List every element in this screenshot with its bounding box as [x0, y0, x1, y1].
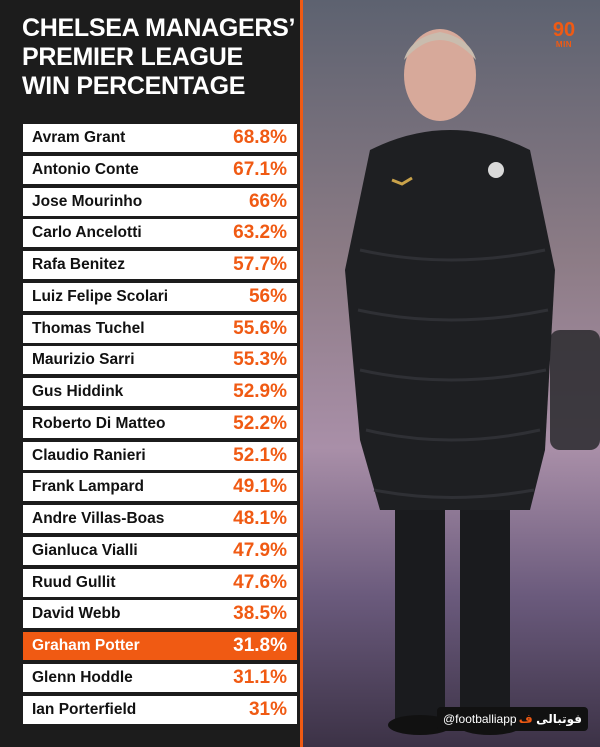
- manager-row: Graham Potter 31.8%: [23, 632, 297, 661]
- manager-name: Maurizio Sarri: [32, 351, 135, 369]
- manager-row: Gus Hiddink 52.9%: [23, 378, 297, 407]
- title-line-1: CHELSEA MANAGERS’: [22, 14, 296, 42]
- manager-name: Carlo Ancelotti: [32, 224, 142, 242]
- win-percentage: 52.1%: [233, 444, 287, 466]
- manager-photo: [300, 0, 600, 747]
- win-percentage: 63.2%: [233, 222, 287, 244]
- manager-name: Graham Potter: [32, 637, 140, 655]
- win-percentage: 52.9%: [233, 381, 287, 403]
- manager-row: Andre Villas-Boas 48.1%: [23, 505, 297, 534]
- manager-name: Luiz Felipe Scolari: [32, 287, 169, 305]
- manager-name: Gianluca Vialli: [32, 541, 138, 559]
- 90min-logo: 90 MIN: [549, 20, 579, 49]
- manager-row: Jose Mourinho 66%: [23, 187, 297, 216]
- manager-row: Rafa Benitez 57.7%: [23, 251, 297, 280]
- win-percentage: 47.6%: [233, 571, 287, 593]
- manager-row: Frank Lampard 49.1%: [23, 473, 297, 502]
- manager-name: Roberto Di Matteo: [32, 414, 166, 432]
- manager-row: Glenn Hoddle 31.1%: [23, 664, 297, 693]
- manager-row: Luiz Felipe Scolari 56%: [23, 282, 297, 311]
- logo-number: 90: [552, 19, 576, 41]
- manager-row: Gianluca Vialli 47.9%: [23, 536, 297, 565]
- manager-row: Maurizio Sarri 55.3%: [23, 346, 297, 375]
- win-percentage: 31.1%: [233, 667, 287, 689]
- manager-row: Claudio Ranieri 52.1%: [23, 441, 297, 470]
- manager-name: Claudio Ranieri: [32, 446, 146, 464]
- win-percentage: 56%: [248, 285, 287, 307]
- manager-name: Antonio Conte: [32, 160, 139, 178]
- page-title: CHELSEA MANAGERS’ PREMIER LEAGUE WIN PER…: [22, 14, 302, 101]
- win-percentage: 66%: [248, 190, 287, 212]
- manager-name: Jose Mourinho: [32, 192, 143, 210]
- manager-name: David Webb: [32, 605, 121, 623]
- watermark-handle: @footballiapp: [443, 712, 517, 726]
- watermark-brand: فوتبالی ف: [519, 712, 582, 726]
- title-line-2: PREMIER LEAGUE: [22, 43, 243, 71]
- manager-list: Avram Grant 68.8% Antonio Conte 67.1% Jose M…: [23, 124, 297, 728]
- win-percentage: 48.1%: [233, 508, 287, 530]
- manager-row: Ian Porterfield 31%: [23, 695, 297, 724]
- win-percentage: 57.7%: [233, 254, 287, 276]
- manager-row: Avram Grant 68.8%: [23, 124, 297, 152]
- manager-row: Roberto Di Matteo 52.2%: [23, 409, 297, 438]
- watermark: @footballiapp فوتبالی ف: [437, 707, 588, 731]
- manager-row: Ruud Gullit 47.6%: [23, 568, 297, 597]
- win-percentage: 55.3%: [233, 349, 287, 371]
- watermark-brand-text: فوتبالی: [536, 712, 582, 726]
- manager-name: Gus Hiddink: [32, 383, 124, 401]
- accent-divider: [300, 0, 303, 747]
- logo-text: MIN: [555, 40, 573, 49]
- title-line-3: WIN PERCENTAGE: [22, 72, 246, 100]
- manager-name: Frank Lampard: [32, 478, 144, 496]
- win-percentage: 49.1%: [233, 476, 287, 498]
- win-percentage: 52.2%: [233, 412, 287, 434]
- manager-figure-illustration: [300, 0, 600, 747]
- win-percentage: 47.9%: [233, 539, 287, 561]
- manager-row: Antonio Conte 67.1%: [23, 155, 297, 184]
- win-percentage: 31.8%: [233, 635, 287, 657]
- watermark-brand-mark: ف: [518, 712, 533, 726]
- manager-name: Rafa Benitez: [32, 256, 126, 274]
- manager-row: David Webb 38.5%: [23, 600, 297, 629]
- manager-name: Thomas Tuchel: [32, 319, 145, 337]
- manager-name: Ian Porterfield: [32, 700, 137, 718]
- win-percentage: 55.6%: [233, 317, 287, 339]
- win-percentage: 68.8%: [233, 127, 287, 148]
- win-percentage: 67.1%: [233, 158, 287, 180]
- manager-row: Carlo Ancelotti 63.2%: [23, 219, 297, 248]
- win-percentage: 31%: [248, 698, 287, 720]
- manager-name: Avram Grant: [32, 129, 126, 146]
- manager-name: Ruud Gullit: [32, 573, 116, 591]
- win-percentage: 38.5%: [233, 603, 287, 625]
- manager-row: Thomas Tuchel 55.6%: [23, 314, 297, 343]
- manager-name: Glenn Hoddle: [32, 669, 133, 687]
- manager-name: Andre Villas-Boas: [32, 510, 165, 528]
